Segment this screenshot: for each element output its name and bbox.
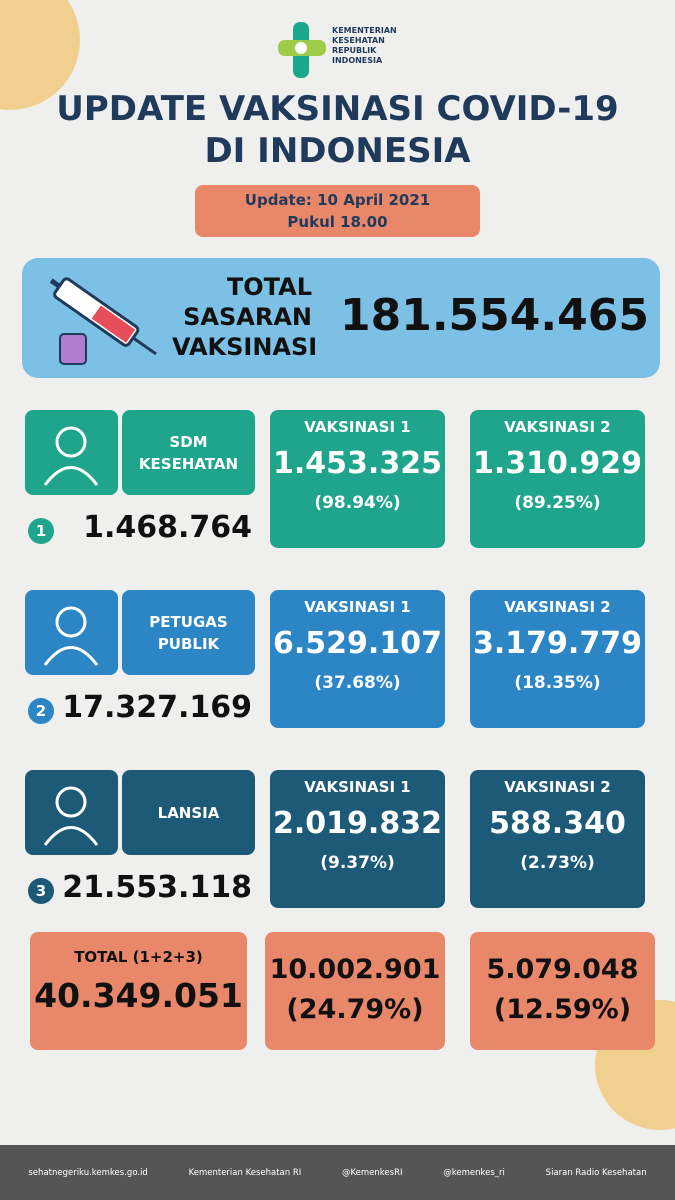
dose-label: VAKSINASI 2: [504, 778, 611, 796]
total-dose1-percent: (24.79%): [286, 994, 424, 1025]
target-label: TOTAL SASARAN VAKSINASI: [172, 272, 318, 362]
target-label-line: TOTAL: [226, 273, 312, 301]
logo-text: KEMENTERIAN KESEHATAN REPUBLIK INDONESIA: [332, 26, 397, 66]
group-total: 17.327.169: [62, 690, 252, 725]
footer: sehatnegeriku.kemkes.go.id Kementerian K…: [0, 1145, 675, 1200]
dose-label: VAKSINASI 2: [504, 598, 611, 616]
dose-label: VAKSINASI 1: [304, 418, 411, 436]
dose-value: 3.179.779: [473, 626, 642, 661]
logo-line: REPUBLIK: [332, 46, 377, 55]
update-box: Update: 10 April 2021 Pukul 18.00: [195, 185, 480, 237]
target-label-line: VAKSINASI: [172, 333, 318, 361]
group-icon: [25, 590, 118, 675]
dose-box: VAKSINASI 2 588.340 (2.73%): [470, 770, 645, 908]
dose-box: VAKSINASI 2 1.310.929 (89.25%): [470, 410, 645, 548]
dose-box: VAKSINASI 2 3.179.779 (18.35%): [470, 590, 645, 728]
update-date: Update: 10 April 2021: [244, 191, 431, 209]
logo-line: KESEHATAN: [332, 36, 385, 45]
total-box: TOTAL (1+2+3) 40.349.051: [30, 932, 247, 1050]
total-label: TOTAL (1+2+3): [74, 948, 203, 966]
total-dose1-value: 10.002.901: [269, 954, 441, 985]
logo-line: KEMENTERIAN: [332, 26, 397, 35]
footer-radio: Siaran Radio Kesehatan: [545, 1167, 647, 1178]
dose-label: VAKSINASI 1: [304, 598, 411, 616]
total-dose2: 5.079.048 (12.59%): [470, 932, 655, 1050]
group-label: PETUGAS PUBLIK: [122, 590, 255, 675]
group-icon: [25, 770, 118, 855]
logo-mark: [278, 22, 326, 78]
title: UPDATE VAKSINASI COVID-19 DI INDONESIA: [0, 88, 675, 172]
dose-value: 1.453.325: [273, 446, 442, 481]
group-total: 1.468.764: [83, 510, 252, 545]
group-number: 1: [28, 518, 54, 544]
dose-value: 2.019.832: [273, 806, 442, 841]
group-label-line: PETUGAS: [149, 612, 228, 631]
dose-percent: (2.73%): [520, 853, 595, 873]
total-value: 40.349.051: [34, 976, 243, 1015]
dose-value: 588.340: [489, 806, 626, 841]
dose-label: VAKSINASI 2: [504, 418, 611, 436]
footer-twitter: @KemenkesRI: [342, 1167, 403, 1178]
group-number: 2: [28, 698, 54, 724]
update-time: Pukul 18.00: [287, 213, 388, 231]
dose-label: VAKSINASI 1: [304, 778, 411, 796]
group-total: 21.553.118: [62, 870, 252, 905]
group-label-line: LANSIA: [157, 803, 220, 822]
dose-percent: (37.68%): [314, 673, 401, 693]
group-label: SDM KESEHATAN: [122, 410, 255, 495]
group-label-line: SDM: [169, 432, 208, 451]
dose-value: 6.529.107: [273, 626, 442, 661]
dose-percent: (98.94%): [314, 493, 401, 513]
syringe-icon: [49, 277, 157, 365]
group-label-line: PUBLIK: [157, 634, 220, 653]
dose-box: VAKSINASI 1 2.019.832 (9.37%): [270, 770, 445, 908]
title-line: DI INDONESIA: [204, 131, 471, 171]
footer-instagram: @kemenkes_ri: [443, 1167, 505, 1178]
group-number: 3: [28, 878, 54, 904]
dose-percent: (18.35%): [514, 673, 601, 693]
total-dose2-value: 5.079.048: [486, 954, 639, 985]
dose-box: VAKSINASI 1 1.453.325 (98.94%): [270, 410, 445, 548]
dose-percent: (9.37%): [320, 853, 395, 873]
target-value: 181.554.465: [340, 290, 649, 341]
total-dose1: 10.002.901 (24.79%): [265, 932, 445, 1050]
group-label: LANSIA: [122, 770, 255, 855]
group-icon: [25, 410, 118, 495]
target-label-line: SASARAN: [183, 303, 312, 331]
target-box: TOTAL SASARAN VAKSINASI 181.554.465: [22, 258, 660, 378]
dose-value: 1.310.929: [473, 446, 642, 481]
footer-facebook: Kementerian Kesehatan RI: [188, 1167, 302, 1178]
dose-percent: (89.25%): [514, 493, 601, 513]
footer-website: sehatnegeriku.kemkes.go.id: [28, 1167, 148, 1178]
total-dose2-percent: (12.59%): [493, 994, 632, 1025]
dose-box: VAKSINASI 1 6.529.107 (37.68%): [270, 590, 445, 728]
title-line: UPDATE VAKSINASI COVID-19: [56, 89, 619, 129]
logo-line: INDONESIA: [332, 56, 383, 65]
group-label-line: KESEHATAN: [138, 454, 239, 473]
